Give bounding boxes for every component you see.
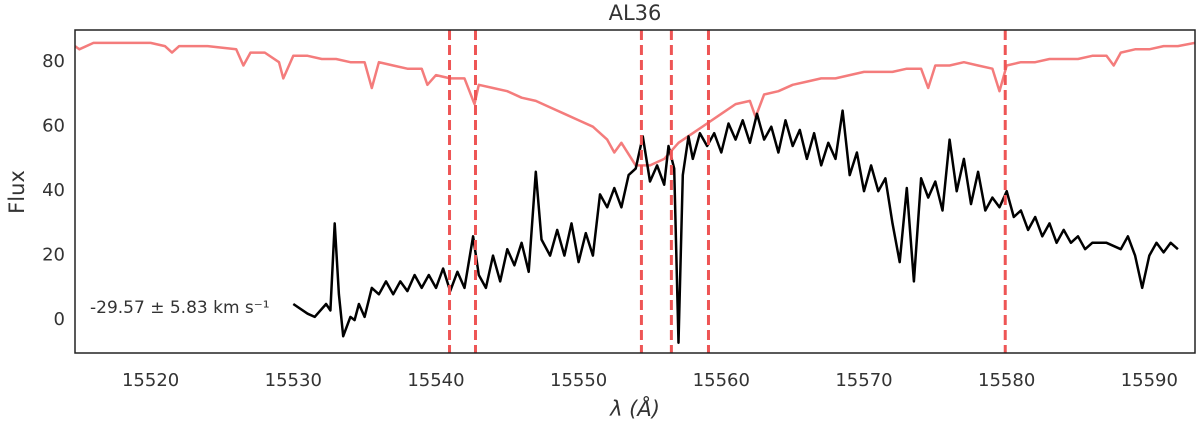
y-axis-label: Flux [5,170,29,214]
x-tick-label: 15530 [265,370,322,391]
spectrum-line [292,109,1179,344]
annotation: -29.57 ± 5.83 km s⁻¹ [90,298,270,318]
x-tick-label: 15520 [122,370,179,391]
plot-area [75,41,1195,344]
spectrum-line [75,41,1195,167]
x-tick-label: 15540 [407,370,464,391]
x-tick-label: 15590 [1121,370,1178,391]
chart-title: AL36 [609,1,662,25]
y-tick-label: 20 [42,245,65,266]
y-tick-label: 0 [54,309,65,330]
x-tick-label: 15580 [978,370,1035,391]
x-tick-label: 15550 [550,370,607,391]
x-tick-label: 15560 [693,370,750,391]
y-tick-label: 60 [42,116,65,137]
y-tick-label: 80 [42,51,65,72]
y-tick-label: 40 [42,180,65,201]
x-axis-label: λ (Å) [609,395,660,421]
axes-frame [74,29,1196,354]
x-tick-label: 15570 [835,370,892,391]
